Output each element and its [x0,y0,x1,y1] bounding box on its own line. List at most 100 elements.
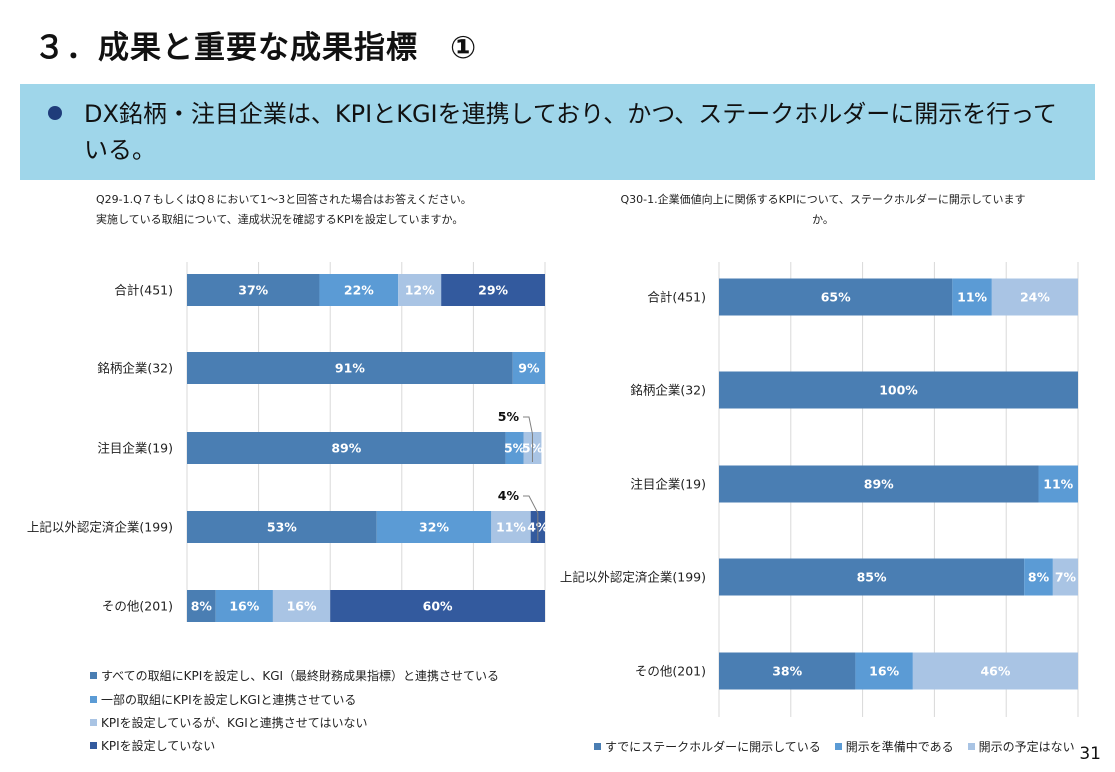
bar-segment [1038,465,1078,503]
category-label: 合計(451) [647,290,706,305]
data-label: 11% [496,520,526,535]
bar-segment [719,371,1078,409]
data-label: 60% [423,599,453,614]
left-question-line-1: Q29-1.Q７もしくはQ８において1～3と回答された場合はお答えください。 [96,193,472,206]
legend-label: 一部の取組にKPIを設定しKGIと連携させている [101,692,357,707]
left-chart-legend: すべての取組にKPIを設定し、KGI（最終財務成果指標）と連携させている 一部の… [90,664,499,758]
data-label: 7% [1055,570,1077,585]
left-question-line-2: 実施している取組について、達成状況を確認するKPIを設定していますか。 [96,213,464,226]
data-label: 100% [879,383,918,398]
legend-swatch [594,743,601,750]
legend-label: KPIを設定していない [101,739,216,754]
legend-label: KPIを設定しているが、KGIと連携させてはいない [101,715,368,730]
callout-leader-line [523,416,533,462]
data-label: 8% [191,599,213,614]
legend-item: KPIを設定しているが、KGIと連携させてはいない [90,711,499,734]
bar-segment [376,511,492,543]
bar-segment [1024,558,1053,596]
data-label: 16% [287,599,317,614]
bar-segment [991,278,1078,316]
data-label: 16% [869,664,899,679]
category-label: 合計(451) [114,283,173,298]
data-label: 5% [504,441,526,456]
legend-swatch [967,743,975,750]
bar-segment [187,432,506,464]
bar-segment [187,274,320,306]
legend-swatch [90,718,97,726]
data-label: 85% [857,570,887,585]
category-label: 注目企業(19) [97,441,173,456]
right-chart-question: Q30-1.企業価値向上に関係するKPIについて、ステークホルダーに開示していま… [608,190,1038,230]
bar-segment [319,274,399,306]
legend-swatch [90,742,97,750]
bar-segment [187,352,513,384]
bar-segment [952,278,992,316]
data-label: 37% [238,283,268,298]
legend-item: すべての取組にKPIを設定し、KGI（最終財務成果指標）と連携させている [90,664,499,687]
bar-segment [491,511,531,543]
bar-segment [272,590,331,622]
bar-segment [719,558,1025,596]
category-label: 上記以外認定済企業(199) [560,570,706,585]
bar-segment [187,590,216,622]
legend-label: すべての取組にKPIを設定し、KGI（最終財務成果指標）と連携させている [101,669,500,684]
legend-swatch [90,695,97,703]
legend-label: すでにステークホルダーに開示している [605,740,821,754]
right-chart-legend: すでにステークホルダーに開示している 開示を準備中である 開示の予定はない [594,738,1089,755]
category-label: 上記以外認定済企業(199) [27,520,173,535]
category-label: その他(201) [635,664,706,679]
category-label: 銘柄企業(32) [630,383,706,398]
bullet-icon [48,106,62,120]
callout-label: 4% [498,488,520,503]
legend-item: KPIを設定していない [90,734,499,757]
bar-segment [719,465,1039,503]
data-label: 32% [419,520,449,535]
right-question-line-2: か。 [812,213,834,226]
data-label: 91% [335,361,365,376]
legend-swatch [90,672,97,680]
data-label: 65% [821,290,851,305]
legend-item: すでにステークホルダーに開示している [594,738,821,755]
left-chart-question: Q29-1.Q７もしくはQ８において1～3と回答された場合はお答えください。 実… [96,190,516,230]
page-number: 31 [1079,744,1101,764]
legend-item: 開示の予定はない [967,738,1075,755]
data-label: 22% [344,283,374,298]
legend-label: 開示の予定はない [978,740,1075,754]
legend-swatch [834,743,842,750]
summary-text: DX銘柄・注目企業は、KPIとKGIを連携しており、かつ、ステークホルダーに開示… [84,100,1058,164]
data-label: 53% [267,520,297,535]
category-label: 注目企業(19) [630,477,706,492]
bar-segment [719,652,856,690]
bar-segment [719,278,953,316]
data-label: 11% [1043,477,1073,492]
data-label: 16% [229,599,259,614]
callout-label: 5% [498,409,520,424]
data-label: 9% [518,361,540,376]
data-label: 46% [980,664,1010,679]
category-label: その他(201) [102,599,173,614]
right-question-line-1: Q30-1.企業価値向上に関係するKPIについて、ステークホルダーに開示していま… [620,193,1026,206]
data-label: 24% [1020,290,1050,305]
legend-item: 一部の取組にKPIを設定しKGIと連携させている [90,687,499,710]
data-label: 38% [772,664,802,679]
page-title: ３．成果と重要な成果指標 ① [34,30,478,66]
data-label: 89% [864,477,894,492]
category-label: 銘柄企業(32) [97,361,173,376]
legend-label: 開示を準備中である [845,740,954,754]
data-label: 8% [1028,570,1050,585]
summary-banner: DX銘柄・注目企業は、KPIとKGIを連携しており、かつ、ステークホルダーに開示… [20,84,1095,180]
bar-segment [398,274,442,306]
data-label: 29% [478,283,508,298]
bar-segment [505,432,524,464]
bar-segment [1052,558,1078,596]
bar-segment [441,274,545,306]
bar-segment [512,352,545,384]
callout-leader-line [523,495,539,541]
data-label: 12% [405,283,435,298]
data-label: 89% [331,441,361,456]
data-label: 11% [957,290,987,305]
bar-segment [215,590,273,622]
bar-segment [855,652,913,690]
bar-segment [912,652,1078,690]
